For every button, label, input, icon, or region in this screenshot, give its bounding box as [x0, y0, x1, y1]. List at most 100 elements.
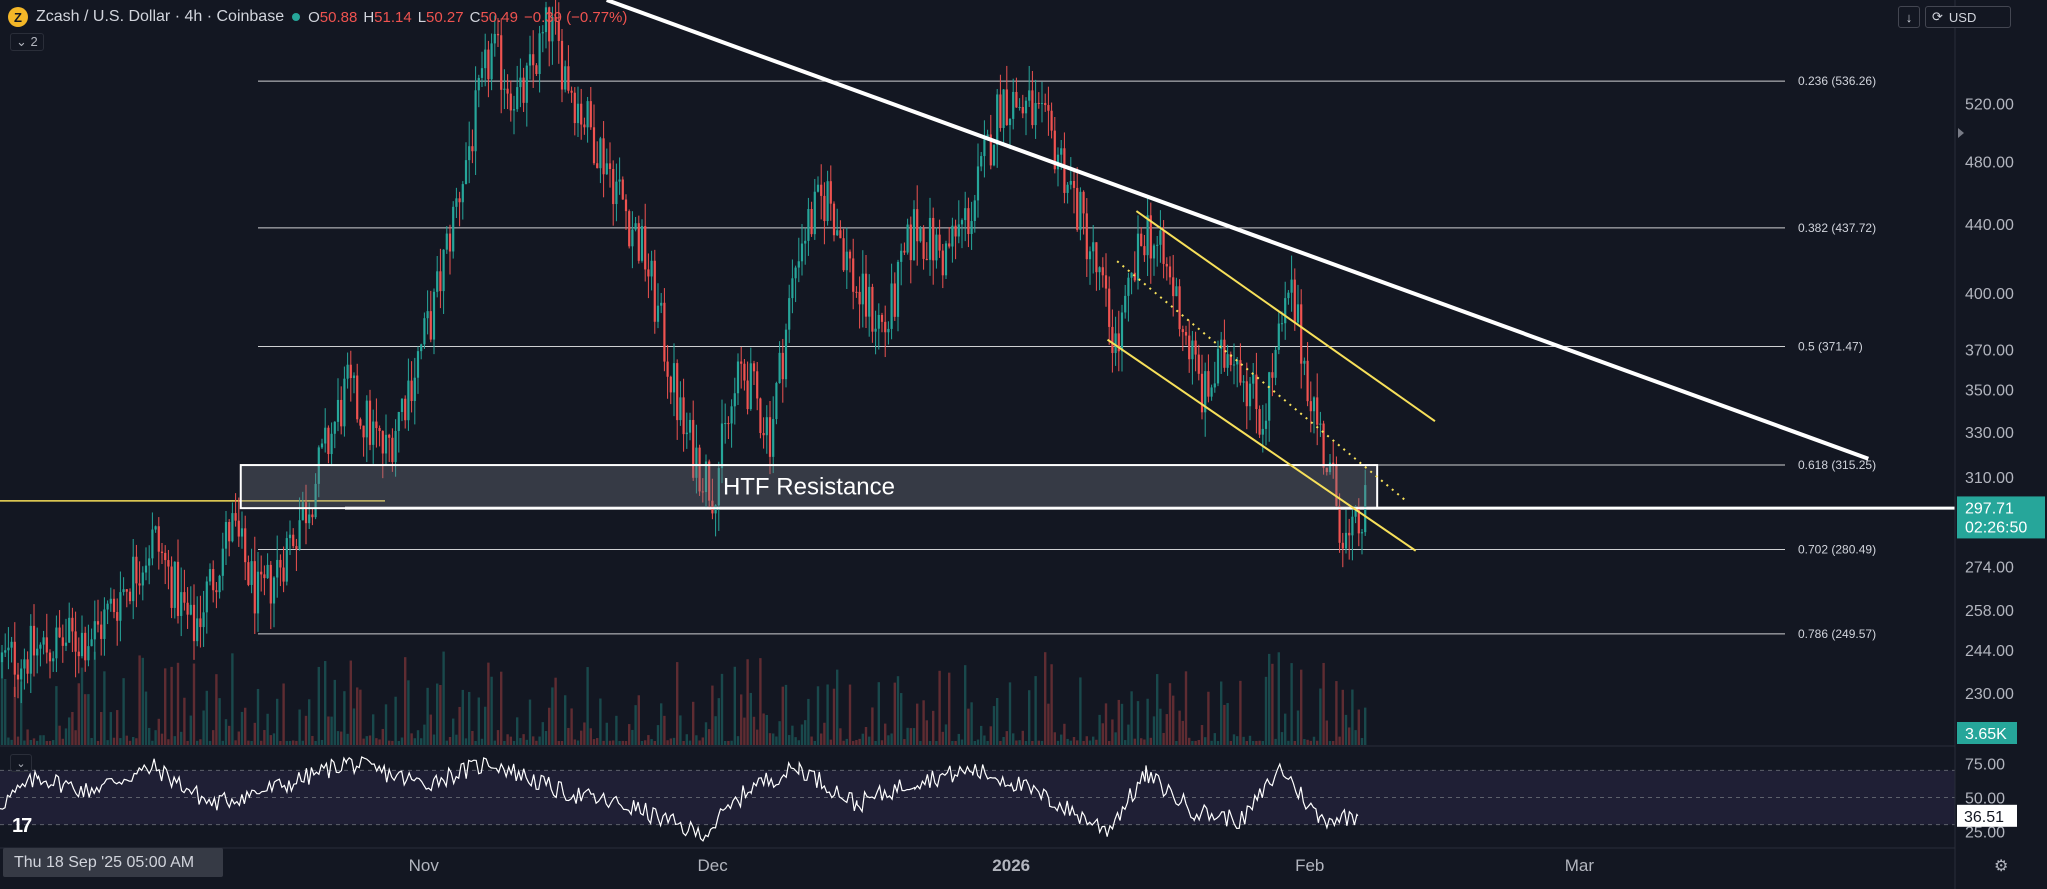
rsi-tick-label: 75.00: [1965, 757, 2005, 774]
candle-body: [1341, 542, 1344, 549]
rsi-pane: [0, 745, 1955, 842]
candle-body: [250, 561, 253, 585]
candle-body: [660, 302, 663, 306]
candle-body: [608, 163, 612, 170]
candle-body: [1319, 423, 1322, 425]
volume-bar: [532, 736, 535, 745]
currency-select[interactable]: ⟳ USD: [1925, 6, 2011, 28]
candle-body: [861, 273, 864, 305]
ohlc-key: C: [469, 8, 481, 26]
price-tick-label: 400.00: [1965, 286, 2014, 303]
volume-bar: [378, 739, 381, 745]
volume-bar: [112, 737, 116, 745]
candle-body: [804, 240, 807, 244]
volume-bar: [1175, 740, 1178, 745]
volume-bar: [1325, 720, 1328, 745]
volume-bar: [743, 717, 746, 745]
candle-body: [304, 502, 308, 524]
volume-bar: [199, 739, 202, 745]
candle-body: [1271, 372, 1274, 378]
volume-bar: [727, 740, 730, 745]
candle-body: [1261, 428, 1264, 435]
volume-bar: [1149, 737, 1152, 745]
candle-body: [1015, 91, 1018, 108]
symbol-title[interactable]: Zcash / U.S. Dollar · 4h · Coinbase: [36, 8, 285, 25]
candle-body: [1034, 102, 1037, 126]
fib-level-label: 0.702 (280.49): [1798, 542, 1876, 556]
candle-body: [1296, 304, 1300, 323]
volume-bar: [519, 738, 522, 745]
indicators-toggle[interactable]: ⌄ 2: [10, 33, 44, 51]
candle-body: [407, 380, 410, 421]
candle-body: [599, 138, 602, 169]
volume-bar: [439, 685, 442, 745]
volume-bar: [1245, 740, 1248, 745]
volume-bar: [682, 740, 685, 745]
candle-body: [58, 627, 61, 638]
volume-bar: [784, 684, 788, 745]
volume-bar: [653, 740, 656, 745]
volume-bar: [823, 722, 826, 745]
candle-body: [237, 520, 240, 537]
volume-bar: [1088, 740, 1092, 745]
volume-bar: [48, 741, 52, 745]
volume-bar: [781, 686, 784, 745]
candle-body: [688, 419, 692, 433]
download-button[interactable]: ↓: [1898, 6, 1920, 28]
candle-body: [1098, 267, 1101, 273]
candle-body: [410, 380, 413, 402]
rsi-collapse-button[interactable]: ⌄: [10, 754, 32, 772]
candle-body: [868, 286, 871, 317]
volume-bar: [263, 730, 266, 745]
candle-body: [13, 641, 16, 675]
volume-bar: [663, 715, 666, 745]
candle-body: [1277, 323, 1280, 350]
volume-bar: [1124, 740, 1127, 745]
volume-bar: [167, 739, 170, 745]
candle-body: [999, 94, 1002, 128]
candle-body: [384, 434, 388, 454]
candle-body: [733, 393, 736, 407]
volume-bar: [77, 683, 80, 745]
volume-bar: [477, 697, 480, 745]
ohlc-change: −0.39 (−0.77%): [523, 8, 628, 26]
candle-body: [820, 184, 823, 196]
candle-body: [55, 627, 58, 659]
candle-body: [391, 437, 394, 463]
candle-body: [672, 363, 676, 393]
candle-body: [100, 624, 103, 639]
volume-bar: [1306, 739, 1309, 745]
candle-body: [362, 425, 365, 438]
candle-body: [1140, 233, 1143, 247]
candle-body: [1060, 148, 1063, 155]
candle-body: [1293, 279, 1296, 323]
candle-body: [1053, 130, 1056, 170]
candle-body: [1220, 339, 1223, 349]
candle-body: [544, 7, 548, 33]
gear-icon[interactable]: ⚙: [1994, 858, 2009, 875]
candle-body: [1357, 507, 1360, 534]
volume-bar: [692, 701, 695, 745]
volume-bar: [560, 740, 564, 745]
candle-body: [1188, 335, 1191, 360]
candle-body: [1290, 279, 1293, 293]
candle-body: [1047, 105, 1050, 111]
volume-bar: [1223, 704, 1226, 745]
volume-bar: [253, 722, 256, 745]
candle-body: [810, 208, 813, 235]
candle-body: [826, 181, 829, 222]
volume-bar: [704, 722, 708, 745]
price-tick-label: 258.00: [1965, 603, 2014, 620]
fib-level-label: 0.618 (315.25): [1798, 458, 1876, 472]
volume-bar: [266, 713, 269, 745]
volume-bar: [1085, 736, 1088, 745]
candle-body: [468, 146, 471, 161]
candle-body: [874, 328, 877, 332]
symbol-header: Z Zcash / U.S. Dollar · 4h · Coinbase O5…: [8, 6, 627, 28]
volume-bar: [980, 725, 983, 745]
candle-body: [266, 564, 269, 579]
candle-body: [205, 581, 208, 613]
candle-body: [1255, 374, 1258, 410]
